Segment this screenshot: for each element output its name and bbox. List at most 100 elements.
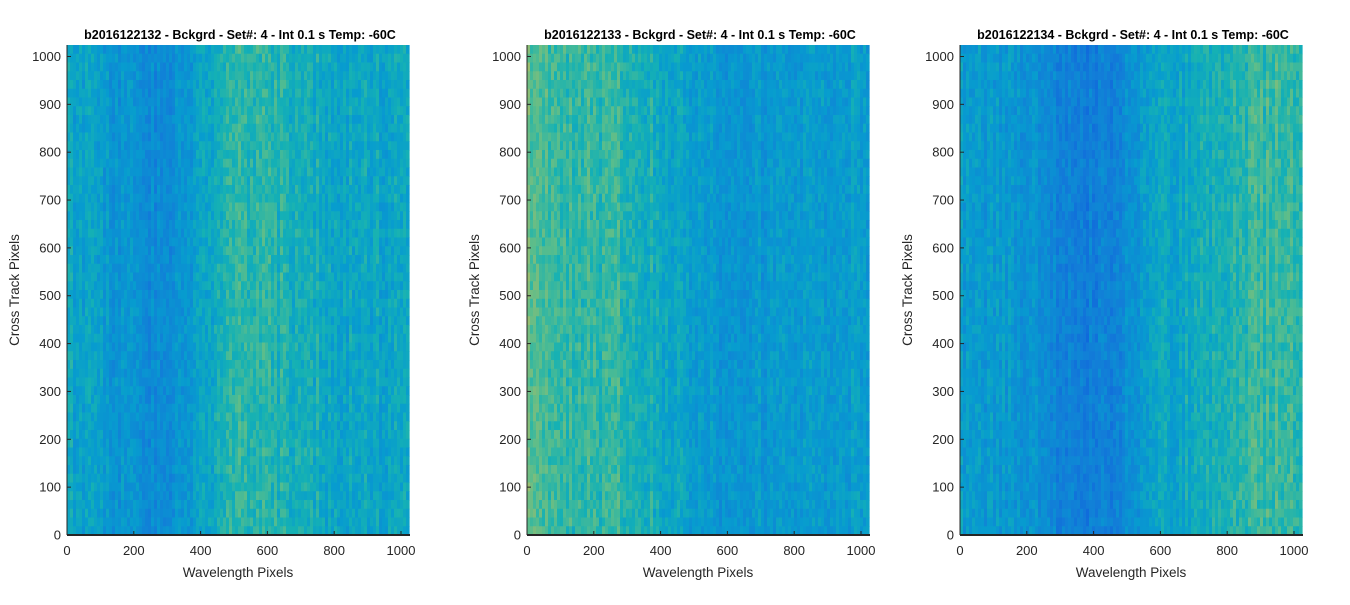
heatmap-cell [145,158,149,169]
heatmap-cell [160,88,164,99]
heatmap-cell [91,255,95,265]
heatmap-cell [100,500,104,510]
heatmap-cell [142,71,146,81]
heatmap-cell [184,526,188,536]
heatmap-cell [76,176,80,186]
heatmap-cell [70,421,74,431]
heatmap-cell [121,211,125,221]
heatmap-cell [91,360,95,370]
heatmap-cell [124,176,128,186]
heatmap-cell [169,246,173,256]
heatmap-cell [91,307,95,317]
heatmap-cell [109,193,113,204]
heatmap-cell [70,447,74,457]
heatmap-cell [154,246,158,256]
heatmap-cell [148,342,152,352]
heatmap-cell [160,272,164,282]
heatmap-cell [187,395,191,405]
heatmap-cell [115,325,119,335]
heatmap-cell [112,272,116,282]
heatmap-cell [100,307,104,317]
heatmap-cell [115,456,119,466]
heatmap-cell [112,141,116,151]
heatmap-cell [154,62,158,72]
heatmap-cell [163,403,167,414]
heatmap-cell [127,517,131,527]
heatmap-cell [121,438,125,449]
heatmap-cell [187,228,191,239]
heatmap-cell [205,395,209,405]
heatmap-cell [121,430,125,440]
heatmap-cell [109,246,113,256]
heatmap-cell [124,412,128,422]
heatmap-cell [154,115,158,125]
heatmap-cell [190,263,194,274]
heatmap-cell [160,97,164,107]
heatmap-cell [166,298,170,309]
heatmap-cell [85,412,89,422]
heatmap-cell [160,290,164,300]
heatmap-cell [103,246,107,256]
heatmap-cell [196,517,200,527]
heatmap-cell [163,342,167,352]
heatmap-cell [172,237,176,247]
heatmap-cell [103,71,107,81]
heatmap-cell [106,325,110,335]
heatmap-cell [100,97,104,107]
heatmap-cell [184,465,188,475]
heatmap-cell [205,80,209,90]
heatmap-cell [142,167,146,177]
heatmap-cell [187,158,191,169]
heatmap-cell [145,71,149,81]
heatmap-cell [82,290,86,300]
heatmap-cell [79,491,83,501]
heatmap-cell [85,176,89,186]
heatmap-cell [178,325,182,335]
heatmap-cell [181,430,185,440]
heatmap-cell [133,412,137,422]
heatmap-cell [181,447,185,457]
heatmap-cell [106,386,110,396]
heatmap-cell [91,517,95,527]
heatmap-cell [103,263,107,274]
heatmap-cell [142,246,146,256]
heatmap-cell [82,508,86,519]
heatmap-cell [148,368,152,379]
heatmap-cell [73,482,77,492]
heatmap-cell [73,430,77,440]
heatmap-cell [139,263,143,274]
heatmap-cell [148,500,152,510]
heatmap-cell [175,246,179,256]
heatmap-cell [166,211,170,221]
heatmap-cell [121,220,125,230]
heatmap-cell [106,132,110,142]
heatmap-cell [142,106,146,116]
heatmap-cell [124,263,128,274]
heatmap-cell [136,386,140,396]
heatmap-cell [136,508,140,519]
heatmap-cell [91,526,95,536]
heatmap-cell [142,333,146,344]
heatmap-cell [100,255,104,265]
heatmap-cell [205,220,209,230]
heatmap-cell [112,62,116,72]
heatmap-cell [136,325,140,335]
heatmap-cell [94,202,98,212]
heatmap-cell [76,421,80,431]
heatmap-cell [172,491,176,501]
heatmap-cell [145,185,149,195]
heatmap-cell [94,88,98,99]
heatmap-cell [193,202,197,212]
heatmap-cell [187,491,191,501]
heatmap-cell [100,447,104,457]
heatmap-cell [169,377,173,387]
heatmap-cell [190,412,194,422]
heatmap-cell [133,211,137,221]
heatmap-cell [175,123,179,134]
heatmap-cell [109,508,113,519]
heatmap-cell [160,438,164,449]
heatmap-cell [175,456,179,466]
heatmap-cell [202,316,206,326]
heatmap-cell [145,228,149,239]
heatmap-cell [178,272,182,282]
